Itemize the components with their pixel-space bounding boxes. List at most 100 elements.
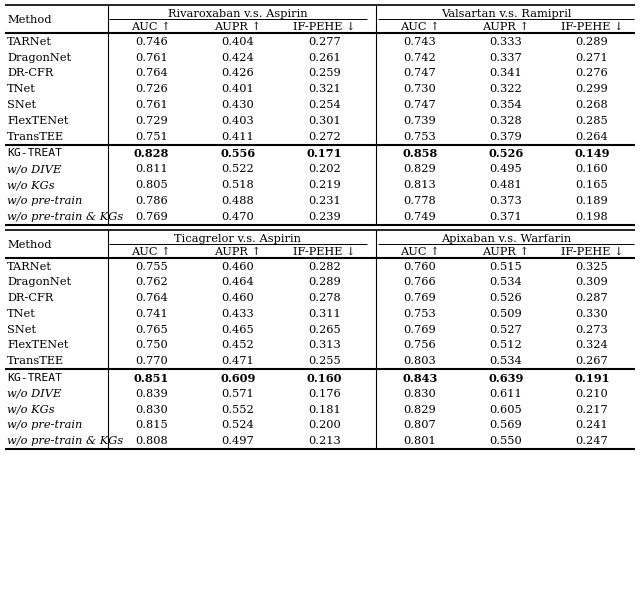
Text: 0.264: 0.264 — [575, 132, 609, 142]
Text: 0.761: 0.761 — [135, 52, 168, 63]
Text: 0.534: 0.534 — [490, 356, 522, 367]
Text: 0.829: 0.829 — [404, 405, 436, 415]
Text: 0.843: 0.843 — [403, 372, 438, 384]
Text: 0.371: 0.371 — [490, 212, 522, 222]
Text: AUPR ↑: AUPR ↑ — [483, 22, 529, 32]
Text: 0.730: 0.730 — [404, 84, 436, 94]
Text: 0.181: 0.181 — [308, 405, 341, 415]
Text: 0.255: 0.255 — [308, 356, 341, 367]
Text: 0.753: 0.753 — [404, 309, 436, 319]
Text: 0.769: 0.769 — [404, 293, 436, 303]
Text: 0.778: 0.778 — [404, 196, 436, 206]
Text: 0.311: 0.311 — [308, 309, 341, 319]
Text: 0.770: 0.770 — [135, 356, 168, 367]
Text: 0.611: 0.611 — [490, 389, 522, 399]
Text: 0.609: 0.609 — [220, 372, 256, 384]
Text: 0.254: 0.254 — [308, 100, 341, 110]
Text: 0.341: 0.341 — [490, 69, 522, 79]
Text: IF-PEHE ↓: IF-PEHE ↓ — [561, 22, 623, 32]
Text: DR-CFR: DR-CFR — [7, 69, 53, 79]
Text: 0.481: 0.481 — [490, 180, 522, 190]
Text: 0.277: 0.277 — [308, 37, 341, 47]
Text: 0.729: 0.729 — [135, 116, 168, 126]
Text: DR-CFR: DR-CFR — [7, 293, 53, 303]
Text: 0.639: 0.639 — [488, 372, 524, 384]
Text: 0.739: 0.739 — [404, 116, 436, 126]
Text: 0.200: 0.200 — [308, 421, 341, 430]
Text: 0.470: 0.470 — [221, 212, 254, 222]
Text: 0.241: 0.241 — [575, 421, 609, 430]
Text: IF-PEHE ↓: IF-PEHE ↓ — [293, 247, 356, 257]
Text: 0.605: 0.605 — [490, 405, 522, 415]
Text: 0.379: 0.379 — [490, 132, 522, 142]
Text: 0.488: 0.488 — [221, 196, 254, 206]
Text: 0.756: 0.756 — [404, 340, 436, 350]
Text: 0.276: 0.276 — [575, 69, 609, 79]
Text: w/o KGs: w/o KGs — [7, 405, 54, 415]
Text: Method: Method — [7, 240, 51, 250]
Text: 0.160: 0.160 — [307, 372, 342, 384]
Text: SNet: SNet — [7, 325, 36, 335]
Text: 0.808: 0.808 — [135, 436, 168, 446]
Text: 0.755: 0.755 — [135, 262, 168, 272]
Text: 0.742: 0.742 — [404, 52, 436, 63]
Text: 0.495: 0.495 — [490, 164, 522, 174]
Text: 0.278: 0.278 — [308, 293, 341, 303]
Text: 0.165: 0.165 — [575, 180, 609, 190]
Text: w/o pre-train: w/o pre-train — [7, 196, 83, 206]
Text: 0.285: 0.285 — [575, 116, 609, 126]
Text: 0.231: 0.231 — [308, 196, 341, 206]
Text: 0.210: 0.210 — [575, 389, 609, 399]
Text: 0.301: 0.301 — [308, 116, 341, 126]
Text: 0.247: 0.247 — [575, 436, 609, 446]
Text: 0.760: 0.760 — [404, 262, 436, 272]
Text: AUC ↑: AUC ↑ — [132, 22, 171, 32]
Text: 0.527: 0.527 — [490, 325, 522, 335]
Text: 0.217: 0.217 — [575, 405, 609, 415]
Text: 0.741: 0.741 — [135, 309, 168, 319]
Text: w/o KGs: w/o KGs — [7, 180, 54, 190]
Text: 0.766: 0.766 — [404, 277, 436, 287]
Text: 0.337: 0.337 — [490, 52, 522, 63]
Text: SNet: SNet — [7, 100, 36, 110]
Text: 0.289: 0.289 — [575, 37, 609, 47]
Text: 0.213: 0.213 — [308, 436, 341, 446]
Text: TNet: TNet — [7, 84, 36, 94]
Text: 0.171: 0.171 — [307, 148, 342, 159]
Text: 0.753: 0.753 — [404, 132, 436, 142]
Text: 0.289: 0.289 — [308, 277, 341, 287]
Text: 0.749: 0.749 — [404, 212, 436, 222]
Text: KG-TREAT: KG-TREAT — [7, 148, 62, 159]
Text: 0.807: 0.807 — [404, 421, 436, 430]
Text: 0.191: 0.191 — [574, 372, 610, 384]
Text: IF-PEHE ↓: IF-PEHE ↓ — [293, 22, 356, 32]
Text: TransTEE: TransTEE — [7, 132, 64, 142]
Text: 0.267: 0.267 — [575, 356, 609, 367]
Text: 0.764: 0.764 — [135, 293, 168, 303]
Text: 0.534: 0.534 — [490, 277, 522, 287]
Text: 0.518: 0.518 — [221, 180, 254, 190]
Text: 0.160: 0.160 — [575, 164, 609, 174]
Text: 0.556: 0.556 — [220, 148, 255, 159]
Text: 0.750: 0.750 — [135, 340, 168, 350]
Text: 0.571: 0.571 — [221, 389, 254, 399]
Text: 0.726: 0.726 — [135, 84, 168, 94]
Text: Method: Method — [7, 15, 51, 25]
Text: 0.786: 0.786 — [135, 196, 168, 206]
Text: w/o DIVE: w/o DIVE — [7, 389, 61, 399]
Text: w/o pre-train & KGs: w/o pre-train & KGs — [7, 436, 124, 446]
Text: 0.411: 0.411 — [221, 132, 254, 142]
Text: DragonNet: DragonNet — [7, 277, 71, 287]
Text: 0.465: 0.465 — [221, 325, 254, 335]
Text: 0.550: 0.550 — [490, 436, 522, 446]
Text: 0.452: 0.452 — [221, 340, 254, 350]
Text: 0.761: 0.761 — [135, 100, 168, 110]
Text: 0.433: 0.433 — [221, 309, 254, 319]
Text: 0.404: 0.404 — [221, 37, 254, 47]
Text: TransTEE: TransTEE — [7, 356, 64, 367]
Text: 0.287: 0.287 — [575, 293, 609, 303]
Text: AUC ↑: AUC ↑ — [400, 247, 440, 257]
Text: 0.801: 0.801 — [404, 436, 436, 446]
Text: 0.515: 0.515 — [490, 262, 522, 272]
Text: 0.460: 0.460 — [221, 293, 254, 303]
